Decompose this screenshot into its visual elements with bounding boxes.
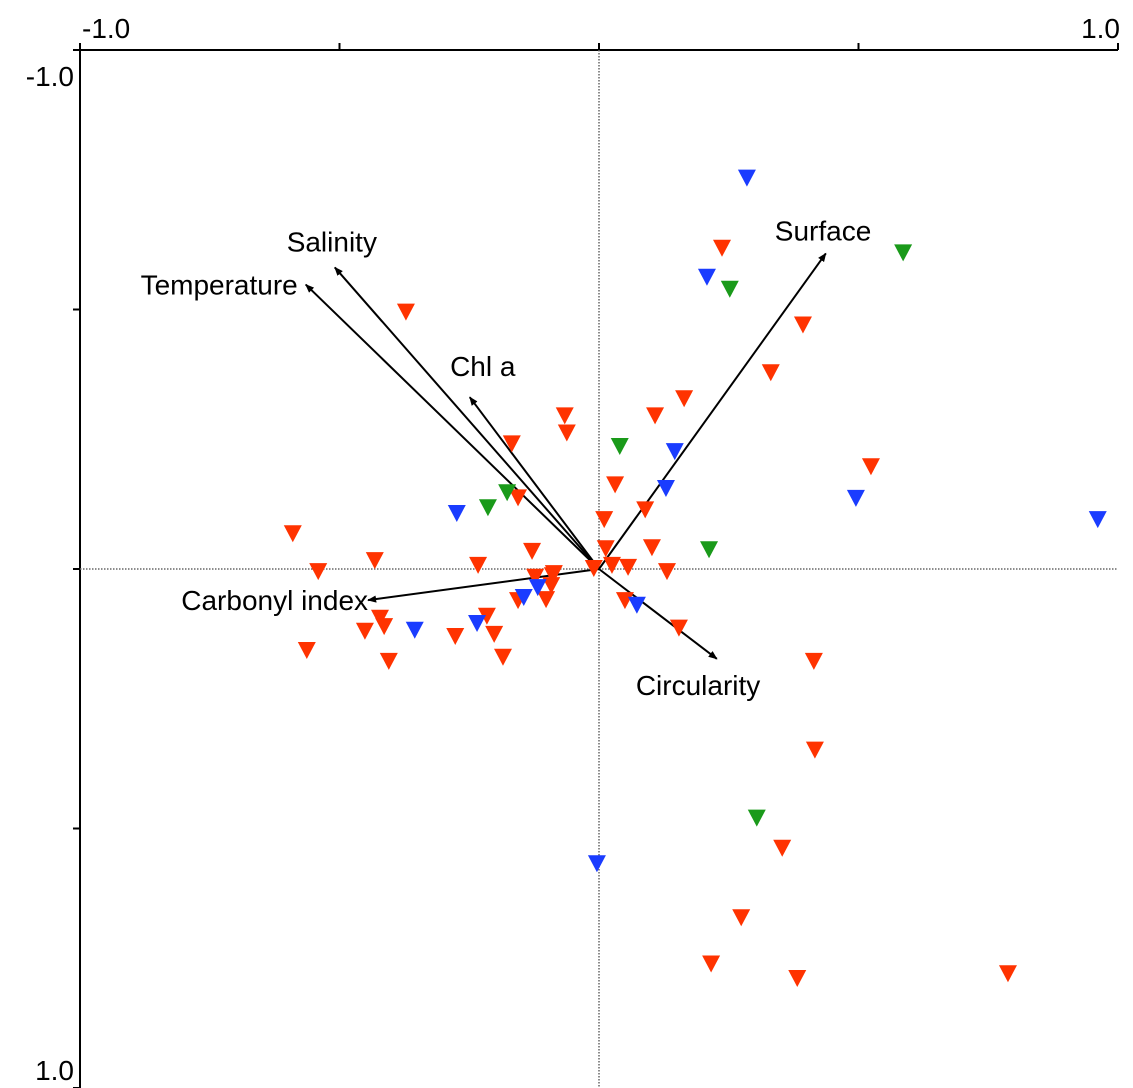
- sample-point: [528, 579, 547, 597]
- loading-arrow: [468, 396, 600, 570]
- sample-point: [804, 652, 823, 670]
- x-tick-label: 1.0: [1081, 13, 1120, 44]
- sample-point: [469, 556, 488, 574]
- sample-point: [498, 484, 517, 502]
- sample-point: [761, 364, 780, 382]
- sample-point: [646, 407, 665, 425]
- sample-point: [447, 504, 466, 522]
- sample-point: [732, 909, 751, 927]
- sample-point: [509, 489, 528, 507]
- arrow-label: Chl a: [450, 351, 516, 382]
- sample-point: [636, 501, 655, 519]
- sample-point: [700, 541, 719, 559]
- y-tick-label: -1.0: [26, 61, 74, 92]
- arrow-label: Circularity: [636, 670, 760, 701]
- sample-point: [405, 621, 424, 639]
- arrow-label: Temperature: [141, 270, 298, 301]
- arrow-label: Surface: [775, 215, 872, 246]
- sample-point: [846, 489, 865, 507]
- sample-point: [602, 556, 621, 574]
- sample-point: [894, 244, 913, 262]
- sample-point: [773, 839, 792, 857]
- sample-point: [720, 280, 739, 298]
- sample-point: [584, 559, 603, 577]
- y-tick-label: 1.0: [35, 1055, 74, 1086]
- sample-point: [514, 589, 533, 607]
- sample-point: [793, 316, 812, 334]
- sample-point: [375, 618, 394, 636]
- sample-point: [669, 619, 688, 637]
- sample-point: [1088, 511, 1107, 529]
- sample-point: [998, 965, 1017, 983]
- sample-point: [309, 563, 328, 581]
- sample-point: [542, 577, 561, 595]
- sample-point: [555, 407, 574, 425]
- sample-point: [477, 607, 496, 625]
- sample-point: [675, 390, 694, 408]
- loading-arrow: [334, 266, 600, 570]
- sample-point: [478, 499, 497, 517]
- sample-point: [657, 563, 676, 581]
- sample-point: [788, 969, 807, 987]
- sample-point: [557, 424, 576, 442]
- sample-point: [544, 565, 563, 583]
- sample-point: [365, 552, 384, 570]
- sample-point: [283, 525, 302, 543]
- sample-point: [656, 480, 675, 498]
- sample-point: [485, 625, 504, 643]
- loading-arrow: [367, 568, 600, 603]
- sample-point: [642, 539, 661, 557]
- sample-point: [502, 435, 521, 453]
- arrow-label: Salinity: [287, 226, 377, 257]
- x-tick-label: -1.0: [82, 13, 130, 44]
- sample-point: [537, 591, 556, 609]
- sample-point: [805, 741, 824, 759]
- sample-point: [595, 511, 614, 529]
- arrow-label: Carbonyl index: [181, 585, 368, 616]
- sample-point: [861, 458, 880, 476]
- sample-point: [615, 592, 634, 610]
- sample-point: [468, 614, 487, 632]
- loading-arrow: [598, 568, 718, 660]
- sample-point: [587, 855, 606, 873]
- sample-point: [355, 622, 374, 640]
- sample-point: [526, 568, 545, 586]
- sample-point: [396, 303, 415, 321]
- sample-point: [619, 558, 638, 576]
- loading-arrow: [305, 283, 600, 570]
- sample-point: [702, 955, 721, 973]
- sample-point: [606, 476, 625, 494]
- sample-point: [713, 239, 732, 257]
- sample-point: [737, 169, 756, 187]
- sample-point: [596, 540, 615, 558]
- sample-point: [610, 437, 629, 455]
- sample-point: [665, 443, 684, 461]
- sample-point: [379, 652, 398, 670]
- sample-point: [627, 596, 646, 614]
- sample-point: [493, 648, 512, 666]
- sample-point: [523, 542, 542, 560]
- loading-arrow: [598, 252, 827, 570]
- sample-point: [697, 268, 716, 286]
- sample-point: [297, 641, 316, 659]
- sample-point: [446, 627, 465, 645]
- sample-point: [747, 809, 766, 827]
